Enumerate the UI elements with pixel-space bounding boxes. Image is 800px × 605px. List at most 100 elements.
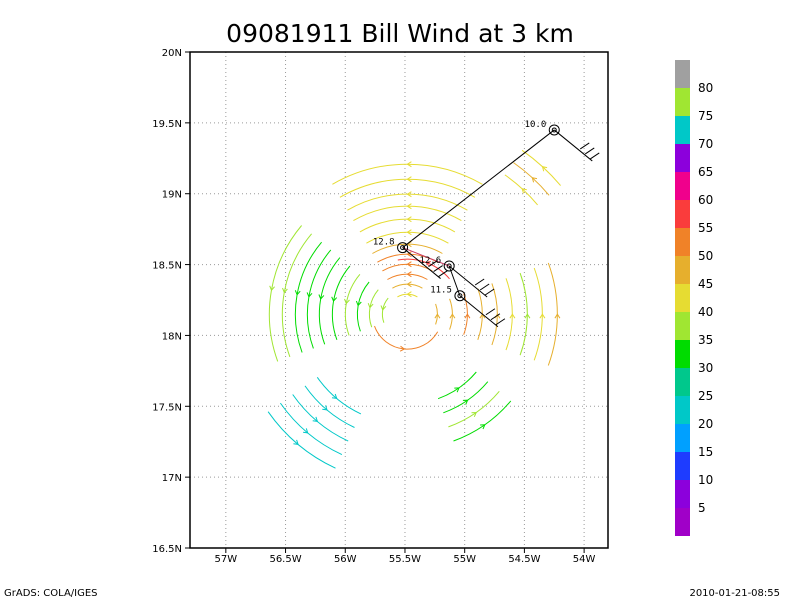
colorbar-segment (675, 452, 690, 480)
streamline-arrow (406, 251, 412, 258)
plot-frame (189, 51, 609, 549)
x-tick-label: 54W (573, 554, 596, 565)
track-point-label: 10.0 (525, 120, 547, 130)
y-tick-label: 18N (162, 331, 182, 342)
wind-streamlines (267, 149, 561, 469)
streamline-arrow (425, 261, 431, 267)
streamline-arrow (434, 313, 441, 319)
streamline-arrow (449, 313, 456, 319)
wind-barb-feather (485, 308, 496, 316)
streamline-arrow (406, 161, 412, 168)
x-tick-label: 55.5W (389, 554, 421, 565)
colorbar-label: 25 (698, 389, 713, 403)
track-point-ring (443, 260, 455, 272)
streamline-arrow (331, 393, 338, 399)
streamline-arrow (406, 261, 412, 268)
colorbar-label: 45 (698, 277, 713, 291)
wind-barb-feather (484, 288, 495, 296)
x-tick-label: 56W (334, 554, 357, 565)
colorbar-label: 80 (698, 81, 713, 95)
y-tick-label: 19.5N (152, 119, 182, 130)
colorbar-segment (675, 396, 690, 424)
streamline-arrow (471, 411, 477, 418)
latitude-tick-labels: 20N 19.5N 19N 18.5N 18N 17.5N 17N 16.5N (152, 48, 190, 555)
x-tick-label: 57W (215, 554, 238, 565)
streamline (347, 193, 468, 211)
streamline (368, 289, 379, 328)
track-segment (402, 129, 555, 248)
colorbar-segment (675, 116, 690, 144)
streamline (448, 390, 500, 428)
wind-barb-feather (479, 283, 490, 291)
wind-barb-feather (433, 265, 443, 272)
track-point-label: 12.8 (373, 238, 395, 248)
track-point-dot (446, 263, 452, 269)
colorbar-segment (675, 88, 690, 116)
streamline-arrow (380, 305, 387, 311)
colorbar-segment (675, 312, 690, 340)
track-point-dot (400, 245, 406, 251)
wind-barb-feather (589, 152, 600, 160)
streamline-arrow (521, 188, 527, 194)
colorbar-segment (675, 256, 690, 284)
track-point-dot (457, 293, 463, 299)
colorbar-segment (675, 172, 690, 200)
streamline-arrow (293, 439, 299, 446)
streamline-arrow (554, 313, 561, 319)
streamline-arrow (509, 313, 516, 319)
wind-barb-feather (428, 260, 438, 267)
streamline-arrow (462, 399, 469, 405)
streamline-arrow (269, 285, 275, 292)
colorbar-segment (675, 424, 690, 452)
colorbar-segment (675, 508, 690, 536)
streamline (359, 218, 456, 233)
y-tick-label: 17.5N (152, 402, 182, 413)
colorbar-segment (675, 480, 690, 508)
footer-credit: GrADS: COLA/IGES (4, 588, 98, 599)
streamline (505, 278, 513, 351)
wind-barb-feather (490, 313, 501, 321)
streamline (353, 205, 462, 222)
colorbar-label: 55 (698, 221, 713, 235)
streamline-arrow (531, 177, 538, 183)
wind-barb-staff (402, 247, 441, 279)
streamline-arrow (406, 229, 412, 236)
track-point-label: 12.6 (419, 256, 441, 266)
colorbar-segment (675, 340, 690, 368)
colorbar-label: 35 (698, 333, 713, 347)
streamline-arrow (355, 300, 362, 307)
storm-track: 10.0 12.8 12.6 11.5 (373, 120, 600, 328)
colorbar: 80 75 70 65 60 55 50 45 40 35 30 25 20 15 10 5 (675, 60, 713, 536)
colorbar-label: 60 (698, 193, 713, 207)
streamline (267, 411, 336, 469)
colorbar-segment (675, 368, 690, 396)
streamline-arrow (344, 298, 350, 305)
streamline-arrow (282, 287, 288, 294)
map-title: 09081911 Bill Wind at 3 km (226, 19, 574, 48)
track-point-ring (548, 124, 560, 136)
y-tick-label: 19N (162, 190, 182, 201)
colorbar-label: 70 (698, 137, 713, 151)
colorbar-segment (675, 228, 690, 256)
streamline-arrow (541, 166, 548, 172)
x-tick-label: 54.5W (508, 554, 540, 565)
wind-barb-feather (495, 318, 506, 326)
streamline-arrow (480, 424, 486, 430)
colorbar-label: 40 (698, 305, 713, 319)
colorbar-label: 30 (698, 361, 713, 375)
longitude-tick-labels: 57W 56.5W 56W 55.5W 55W 54.5W 54W (215, 548, 596, 565)
footer-timestamp: 2010-01-21-08:55 (689, 588, 780, 599)
wind-barb-feather (438, 270, 448, 277)
colorbar-label: 65 (698, 165, 713, 179)
streamline (437, 371, 477, 400)
colorbar-segment (675, 144, 690, 172)
streamline (387, 273, 428, 280)
streamline-arrow (303, 428, 309, 434)
streamline-arrow (406, 216, 412, 223)
streamline (477, 288, 483, 340)
streamline (332, 163, 483, 185)
track-point-ring (397, 242, 409, 254)
track-point-ring (454, 290, 466, 302)
